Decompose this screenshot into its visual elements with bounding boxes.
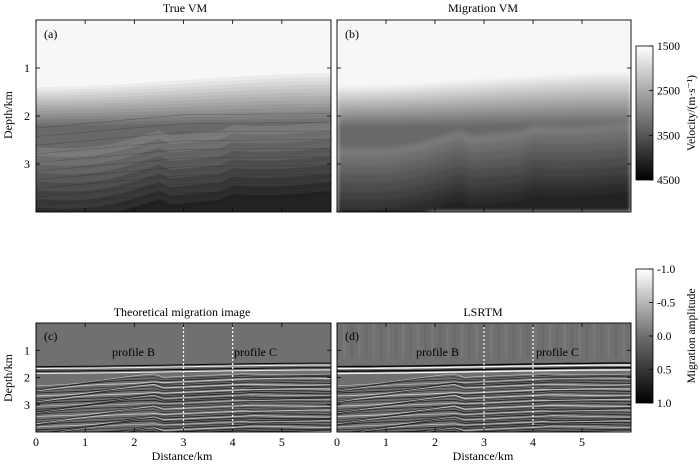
panel-a-true-vm: 1 2 3: [24, 19, 332, 213]
panel-b-letter: (b): [345, 27, 359, 41]
left-x-axis-label: Distance/km: [152, 449, 213, 463]
panel-b-migration-vm: [336, 19, 632, 213]
reflector: [36, 415, 331, 428]
reflector: [337, 402, 631, 415]
colorbar-tick-label: 3500: [657, 130, 680, 142]
x-tick-label: 0: [334, 435, 340, 449]
reflector: [337, 415, 631, 428]
layer-boundary: [36, 173, 331, 189]
reflector: [36, 407, 331, 420]
reflector: [42, 418, 331, 432]
y-tick-label: 3: [24, 157, 30, 171]
panel-c-letter: (c): [44, 329, 57, 343]
y-tick-label: 1: [24, 343, 30, 357]
reflector: [36, 402, 331, 415]
reflector: [36, 377, 331, 392]
panel-a-letter: (a): [44, 27, 57, 41]
reflector: [337, 377, 631, 392]
panel-d-title: LSRTM: [463, 305, 503, 319]
reflector: [337, 374, 631, 389]
reflector: [36, 367, 331, 372]
panel-d-profile-b-label: profile B: [416, 345, 459, 359]
layer-boundary: [36, 139, 331, 155]
colorbar-tick-label: 0.0: [657, 331, 672, 343]
theoretical-image: [36, 323, 331, 432]
x-tick-label: 0: [33, 435, 39, 449]
velocity-colorbar-label: Velocity/(m·s⁻¹): [686, 75, 698, 151]
x-tick-label: 5: [279, 435, 285, 449]
layer-boundary: [36, 130, 331, 146]
x-tick-label: 5: [579, 435, 585, 449]
layer-boundary: [36, 165, 331, 181]
x-tick-label: 1: [82, 435, 88, 449]
reflector: [337, 381, 631, 394]
colorbar-tick-label: 1.0: [657, 398, 672, 410]
panel-c-theoretical-image: 0 1 2 3 4 5 1 2 3: [24, 322, 332, 449]
panel-d-lsrtm: 0 1 2 3 4 5: [334, 322, 632, 449]
reflector: [337, 413, 631, 426]
reflector: [337, 409, 631, 425]
x-tick-label: 1: [383, 435, 389, 449]
colorbar-tick-label: 1500: [657, 41, 680, 53]
reflector: [36, 397, 331, 413]
y-tick-label: 3: [24, 398, 30, 412]
velocity-colorbar: 1500 2500 3500 4500 Velocity/(m·s⁻¹): [635, 41, 698, 187]
colorbar-tick-label: 0.5: [657, 365, 672, 377]
right-x-axis-label: Distance/km: [453, 449, 514, 463]
x-tick-label: 4: [530, 435, 536, 449]
y-tick-label: 1: [24, 61, 30, 75]
panel-c-profile-c-label: profile C: [234, 345, 277, 359]
panel-a-title: True VM: [163, 1, 208, 15]
colorbar-tick-label: -1.0: [657, 264, 675, 276]
reflector: [36, 390, 331, 404]
x-tick-label: 2: [131, 435, 137, 449]
layer-boundary: [36, 156, 331, 172]
reflector: [337, 386, 631, 402]
lsrtm-image: [337, 323, 631, 432]
x-tick-label: 3: [181, 435, 187, 449]
reflector: [36, 409, 331, 425]
reflector: [337, 364, 631, 370]
panel-c-profile-b-label: profile B: [112, 345, 155, 359]
colorbar-tick-label: 4500: [657, 175, 680, 187]
velocity-colorbar-gradient: [635, 45, 654, 181]
reflector: [337, 394, 631, 407]
panel-d-letter: (d): [345, 329, 359, 343]
x-tick-label: 2: [432, 435, 438, 449]
y-tick-label: 2: [24, 371, 30, 385]
layer-boundary: [36, 113, 331, 129]
panel-d-profile-c-label: profile C: [536, 345, 579, 359]
x-tick-label: 3: [481, 435, 487, 449]
y-tick-label: 2: [24, 109, 30, 123]
reflector: [342, 418, 631, 432]
panel-c-title: Theoretical migration image: [114, 305, 251, 319]
reflector: [337, 390, 631, 404]
reflector: [36, 413, 331, 426]
top-y-axis-label: Depth/km: [1, 90, 15, 139]
x-tick-label: 4: [230, 435, 236, 449]
layer-boundary: [36, 191, 331, 207]
reflector: [337, 397, 631, 413]
bottom-y-axis-label: Depth/km: [1, 353, 15, 402]
reflector: [36, 386, 331, 402]
reflector: [36, 374, 331, 389]
colorbar-tick-label: 2500: [657, 86, 680, 98]
velocity-field: [36, 20, 331, 212]
amplitude-colorbar-label: Migration amplitude: [686, 289, 698, 384]
reflector: [36, 364, 331, 369]
layer-boundary: [36, 147, 331, 163]
panel-b-title: Migration VM: [448, 1, 518, 15]
layer-boundary: [36, 121, 331, 137]
deep-layer: [337, 195, 631, 212]
smoothed-velocity-field: [337, 20, 631, 212]
reflector: [337, 367, 631, 372]
colorbar-tick-label: -0.5: [657, 298, 675, 310]
amplitude-colorbar: -1.0 -0.5 0.0 0.5 1.0 Migration amplitude: [635, 264, 698, 410]
reflector: [337, 407, 631, 420]
reflector: [36, 394, 331, 407]
deep-layer: [36, 195, 331, 212]
reflector: [36, 381, 331, 394]
layer-boundary: [36, 182, 331, 198]
